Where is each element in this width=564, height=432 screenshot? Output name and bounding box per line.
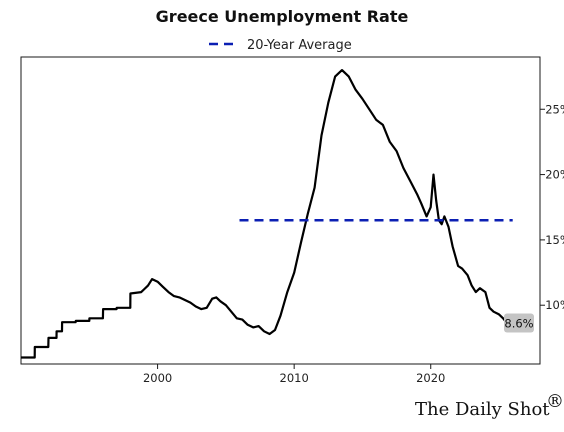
end-value-badge <box>504 313 534 333</box>
y-tick-label-10: 10% <box>545 298 564 312</box>
y-axis: 10% 15% 20% 25% <box>540 102 564 312</box>
legend-label-20-year-average: 20-Year Average <box>247 38 352 53</box>
y-tick-label-20: 20% <box>545 168 564 182</box>
series-layer <box>21 68 513 359</box>
plot-frame <box>20 56 541 365</box>
y-tick-label-25: 25% <box>545 102 564 116</box>
x-tick-label-2020: 2020 <box>416 371 445 385</box>
brand-logo-text: The Daily Shot <box>415 399 550 420</box>
end-value-text: 8.6% <box>504 317 533 331</box>
x-axis: 2000 2010 2020 <box>143 364 445 385</box>
brand-logo-mark: ® <box>546 391 564 412</box>
chart-title: Greece Unemployment Rate <box>156 7 409 26</box>
brand-logo: The Daily Shot ® <box>415 391 564 420</box>
x-tick-label-2010: 2010 <box>280 371 309 385</box>
x-tick-label-2000: 2000 <box>143 371 172 385</box>
end-value-label: 8.6% <box>504 313 534 333</box>
series-line-unemployment-rate <box>21 68 509 359</box>
legend: 20-Year Average <box>209 38 352 53</box>
y-tick-label-15: 15% <box>545 233 564 247</box>
